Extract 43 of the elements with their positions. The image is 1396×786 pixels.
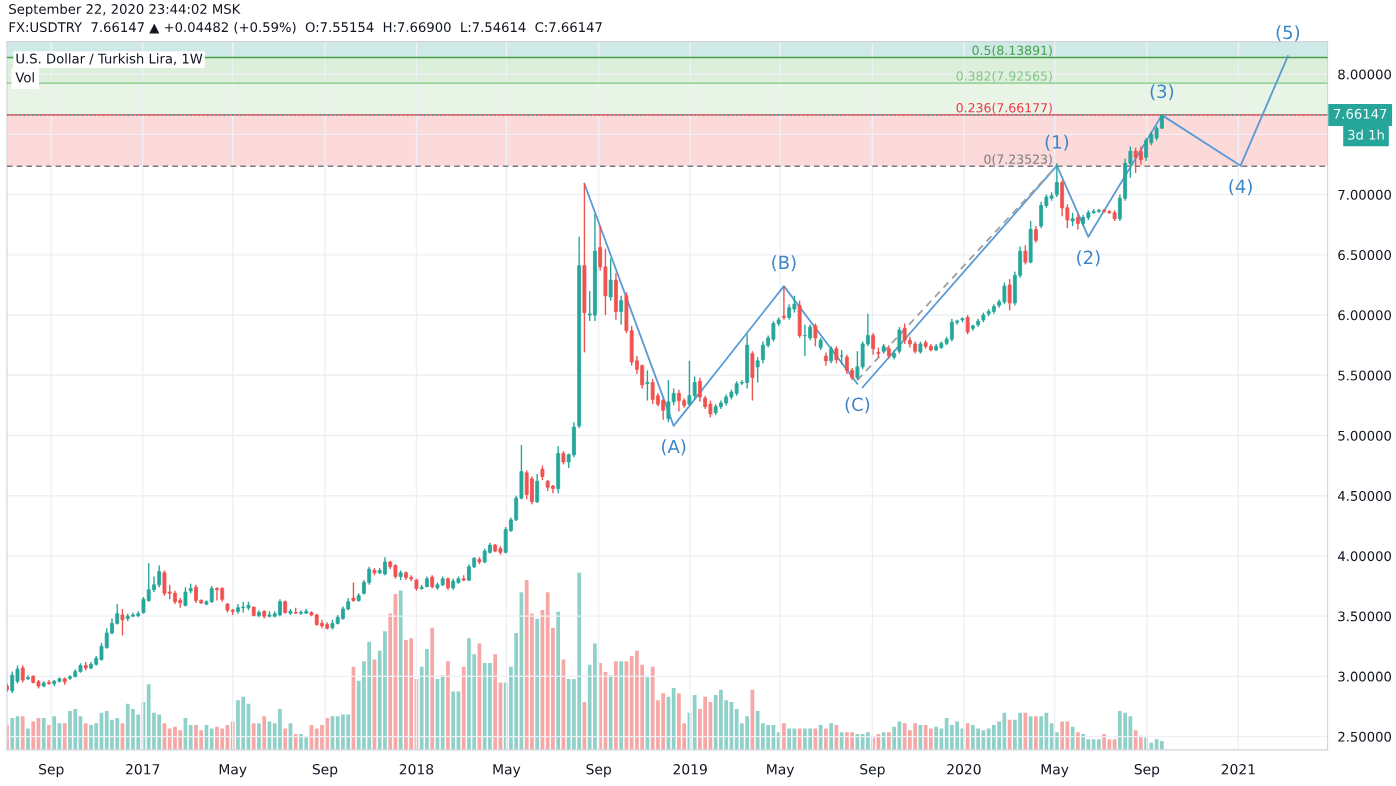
y-tick-label: 4.00000 <box>1337 551 1391 562</box>
y-tick-label: 3.00000 <box>1338 671 1391 682</box>
text: September 22, 2020 23:44:02 MSK <box>9 3 241 17</box>
ref-line-label: 0.382(7.92565) <box>956 71 1052 83</box>
x-tick-label: May <box>493 764 521 778</box>
ref-line-label: 0.236(7.66177) <box>956 102 1052 114</box>
text: 3d 1h <box>1348 129 1384 140</box>
annotation: (B) <box>772 255 796 272</box>
annotation: (2) <box>1077 250 1100 267</box>
x-tick-label: Sep <box>312 763 338 778</box>
annotation: (A) <box>661 439 686 456</box>
x-tick-label: May <box>219 764 247 778</box>
text: FX:USDTRY 7.66147 ▲ +0.04482 (+0.59%) O:7.55154 H:7.66900 L:7.54614 C:7.66147 <box>9 21 602 34</box>
x-tick-label: 2020 <box>947 763 981 775</box>
x-tick-label: May <box>767 764 795 778</box>
x-tick-label: 2017 <box>126 763 160 775</box>
annotation: (4) <box>1229 179 1252 196</box>
y-tick-label: 7.00000 <box>1338 189 1391 200</box>
y-tick-label: 5.00000 <box>1338 430 1391 441</box>
annotation: (3) <box>1150 84 1174 101</box>
x-tick-label: Sep <box>586 763 611 778</box>
annotation: (C) <box>845 397 870 414</box>
y-tick-label: 6.50000 <box>1338 250 1391 261</box>
x-tick-label: Sep <box>39 763 64 778</box>
x-tick-label: 2019 <box>673 763 707 775</box>
y-tick-label: 6.00000 <box>1338 310 1391 321</box>
ref-line-label: 7.66147 <box>1333 108 1387 119</box>
text: U.S. Dollar / Turkish Lira, 1W <box>16 53 203 65</box>
y-tick-label: 3.50000 <box>1338 611 1391 622</box>
y-tick-label: 2.50000 <box>1338 731 1391 742</box>
x-tick-label: 2021 <box>1221 763 1255 775</box>
x-tick-label: Sep <box>860 763 885 778</box>
ref-line-label: 0(7.23523) <box>984 154 1052 166</box>
y-tick-label: 5.50000 <box>1338 370 1391 381</box>
x-tick-label: May <box>1041 764 1069 778</box>
annotation: Vol <box>15 72 34 83</box>
x-tick-label: Sep <box>1134 763 1160 778</box>
ref-line-label: 0.5(8.13891) <box>972 45 1052 57</box>
x-tick-label: 2018 <box>399 763 434 775</box>
y-tick-label: 4.50000 <box>1337 490 1391 501</box>
annotation: (5) <box>1276 25 1300 42</box>
y-tick-label: 8.00000 <box>1338 69 1391 80</box>
annotation: (1) <box>1045 134 1069 151</box>
